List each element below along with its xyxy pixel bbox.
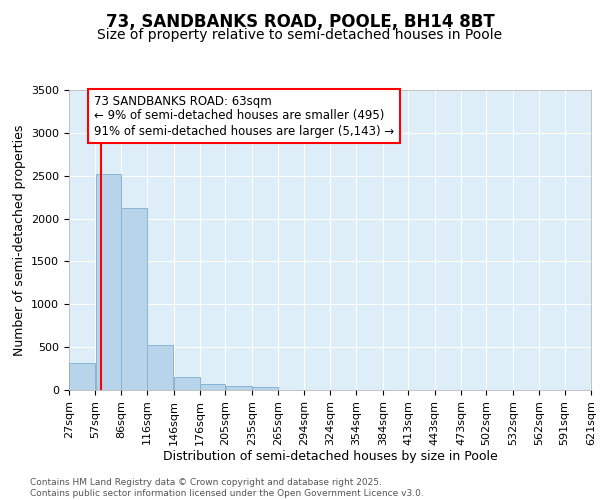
Bar <box>252 388 278 390</box>
Bar <box>148 346 173 390</box>
Text: 73 SANDBANKS ROAD: 63sqm
← 9% of semi-detached houses are smaller (495)
91% of s: 73 SANDBANKS ROAD: 63sqm ← 9% of semi-de… <box>94 94 394 138</box>
Y-axis label: Number of semi-detached properties: Number of semi-detached properties <box>13 124 26 356</box>
Bar <box>200 384 225 390</box>
Text: Size of property relative to semi-detached houses in Poole: Size of property relative to semi-detach… <box>97 28 503 42</box>
Text: Contains HM Land Registry data © Crown copyright and database right 2025.
Contai: Contains HM Land Registry data © Crown c… <box>30 478 424 498</box>
X-axis label: Distribution of semi-detached houses by size in Poole: Distribution of semi-detached houses by … <box>163 450 497 464</box>
Bar <box>226 386 251 390</box>
Bar <box>121 208 147 390</box>
Bar <box>95 174 121 390</box>
Text: 73, SANDBANKS ROAD, POOLE, BH14 8BT: 73, SANDBANKS ROAD, POOLE, BH14 8BT <box>106 12 494 30</box>
Bar <box>174 377 200 390</box>
Bar <box>69 364 95 390</box>
